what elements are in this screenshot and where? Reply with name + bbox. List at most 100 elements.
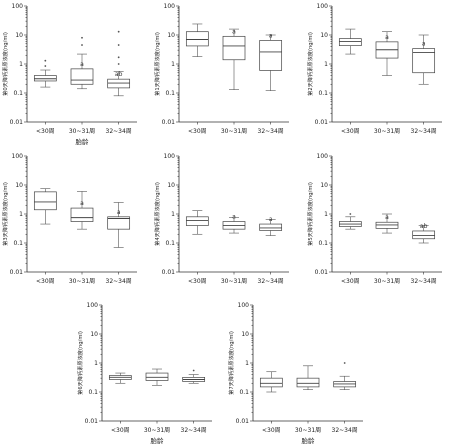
x-axis-label: 胎龄 bbox=[151, 436, 165, 445]
box-2: a bbox=[259, 216, 283, 236]
x-tick-label: <30周 bbox=[36, 278, 55, 285]
y-tick-label: 10 bbox=[241, 331, 249, 338]
y-axis-label: 第0天降钙素原浓度(ng/ml) bbox=[1, 32, 9, 96]
iqr-box bbox=[222, 35, 246, 61]
box-0 bbox=[33, 188, 57, 225]
box-plot-1: 0.01 0.1 1 10 100 第1天降钙素原浓度(ng/ml) <30周 30~31周 a… bbox=[153, 3, 289, 135]
x-tick-label: 32~34周 bbox=[411, 128, 437, 135]
iqr-box bbox=[107, 78, 131, 89]
y-axis-label: 第5天降钙素原浓度(ng/ml) bbox=[306, 182, 314, 246]
box-1 bbox=[145, 368, 169, 386]
y-axis-label: 第2天降钙素原浓度(ng/ml) bbox=[306, 32, 314, 96]
x-tick-label: <30周 bbox=[36, 128, 55, 135]
box-0 bbox=[185, 23, 209, 57]
x-tick-label: <30周 bbox=[341, 128, 360, 135]
y-tick-label: 1 bbox=[171, 211, 175, 218]
x-tick-label: 32~34周 bbox=[106, 278, 132, 285]
significance-label: a bbox=[80, 200, 84, 207]
box-1: a bbox=[70, 191, 94, 230]
x-tick-label: 32~34周 bbox=[258, 128, 284, 135]
y-tick-label: 10 bbox=[15, 182, 23, 189]
outlier-point bbox=[81, 36, 83, 39]
box-2: ab bbox=[412, 223, 436, 244]
significance-label: ab bbox=[420, 223, 428, 230]
box-plot-0: 0.01 0.1 1 10 100 第0天降钙素原浓度(ng/ml) <30周 30~31周 a… bbox=[1, 3, 137, 146]
y-tick-label: 0.01 bbox=[10, 269, 24, 276]
box-2: ab bbox=[107, 30, 131, 97]
iqr-box bbox=[33, 75, 57, 82]
y-tick-label: 100 bbox=[317, 3, 329, 10]
significance-label: a bbox=[422, 41, 426, 48]
y-tick-label: 0.01 bbox=[236, 418, 250, 425]
box-0 bbox=[338, 213, 362, 230]
iqr-box bbox=[412, 230, 436, 240]
x-tick-label: 30~31周 bbox=[69, 128, 95, 135]
x-tick-label: 30~31周 bbox=[374, 128, 400, 135]
x-tick-label: 32~34周 bbox=[332, 427, 358, 434]
y-tick-label: 0.01 bbox=[162, 119, 176, 126]
y-tick-label: 10 bbox=[320, 32, 328, 39]
y-tick-label: 10 bbox=[167, 32, 175, 39]
y-tick-label: 1 bbox=[19, 61, 23, 68]
y-tick-label: 0.1 bbox=[165, 90, 175, 97]
box-2 bbox=[182, 369, 206, 384]
outlier-point bbox=[44, 59, 47, 62]
y-tick-label: 0.01 bbox=[315, 269, 329, 276]
y-tick-label: 1 bbox=[171, 61, 175, 68]
y-tick-label: 0.1 bbox=[318, 240, 328, 247]
box-plot-3: 0.01 0.1 1 10 100 第3天降钙素原浓度(ng/ml) <30周 30~31周 a… bbox=[1, 153, 137, 285]
iqr-box bbox=[33, 191, 57, 211]
box-2: a bbox=[412, 34, 436, 85]
x-tick-label: 32~34周 bbox=[411, 278, 437, 285]
iqr-box bbox=[185, 216, 209, 226]
iqr-box bbox=[70, 207, 94, 222]
box-1: a bbox=[375, 213, 399, 234]
x-tick-label: 30~31周 bbox=[221, 128, 247, 135]
significance-label: a bbox=[385, 34, 389, 41]
iqr-box bbox=[259, 40, 283, 71]
y-tick-label: 10 bbox=[90, 331, 98, 338]
x-tick-label: 30~31周 bbox=[221, 278, 247, 285]
y-tick-label: 100 bbox=[87, 302, 99, 309]
x-axis-label: 胎龄 bbox=[76, 137, 90, 146]
y-tick-label: 100 bbox=[12, 3, 24, 10]
y-tick-label: 100 bbox=[238, 302, 250, 309]
box-plot-6: 0.01 0.1 1 10 100 第6天降钙素原浓度(ng/ml) <30周 30~31周 3… bbox=[76, 302, 212, 445]
significance-label: a bbox=[269, 32, 273, 39]
x-tick-label: 32~34周 bbox=[106, 128, 132, 135]
y-tick-label: 1 bbox=[324, 211, 328, 218]
outlier-point bbox=[343, 362, 346, 364]
box-2: a bbox=[107, 202, 131, 248]
outlier-point bbox=[44, 65, 47, 67]
y-tick-label: 0.1 bbox=[318, 90, 328, 97]
iqr-box bbox=[338, 38, 362, 46]
significance-label: a bbox=[80, 61, 84, 68]
significance-label: a bbox=[269, 216, 273, 223]
x-tick-label: 32~34周 bbox=[258, 278, 284, 285]
iqr-box bbox=[412, 48, 436, 74]
x-tick-label: 30~31周 bbox=[144, 427, 170, 434]
significance-label: a bbox=[385, 214, 389, 221]
outlier-point bbox=[117, 63, 120, 65]
outlier-point bbox=[81, 44, 83, 46]
box-0 bbox=[338, 28, 362, 55]
x-tick-label: <30周 bbox=[111, 427, 130, 434]
box-1: a bbox=[375, 31, 399, 76]
y-tick-label: 1 bbox=[324, 61, 328, 68]
box-0 bbox=[259, 371, 283, 393]
y-tick-label: 100 bbox=[12, 153, 24, 160]
y-tick-label: 0.01 bbox=[162, 269, 176, 276]
y-axis-label: 第4天降钙素原浓度(ng/ml) bbox=[153, 182, 161, 246]
box-2 bbox=[333, 362, 357, 391]
box-0 bbox=[185, 210, 209, 235]
y-tick-label: 1 bbox=[245, 360, 249, 367]
iqr-box bbox=[107, 216, 131, 230]
iqr-box bbox=[145, 372, 169, 381]
outlier-point bbox=[117, 56, 120, 59]
y-tick-label: 100 bbox=[164, 3, 176, 10]
y-tick-label: 0.1 bbox=[88, 389, 98, 396]
y-tick-label: 10 bbox=[15, 32, 23, 39]
box-plot-4: 0.01 0.1 1 10 100 第4天降钙素原浓度(ng/ml) <30周 30~31周 a… bbox=[153, 153, 289, 285]
box-1 bbox=[296, 365, 320, 391]
